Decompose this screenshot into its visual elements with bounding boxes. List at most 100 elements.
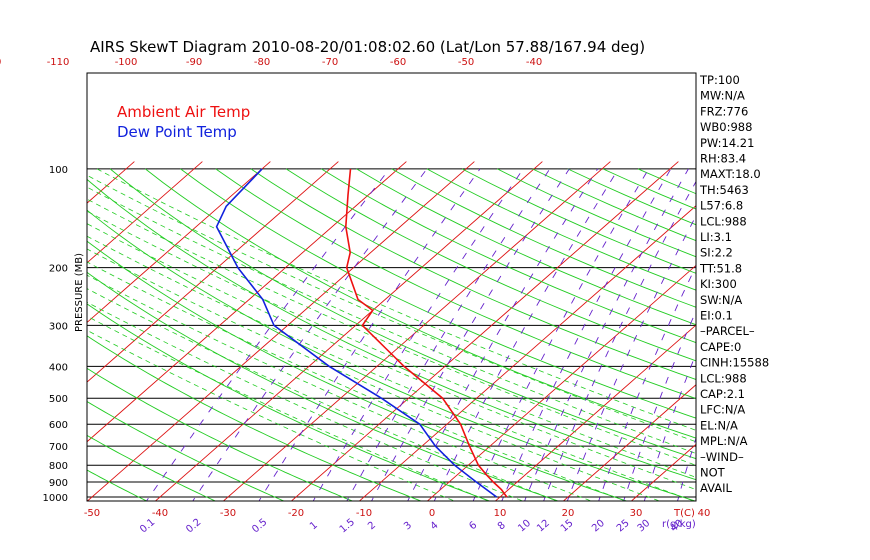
index-label: RH:83.4: [700, 152, 746, 166]
mixing-ratio-line: [145, 168, 390, 501]
mixing-ratio-tick-label: 8: [496, 520, 508, 533]
index-label: KI:300: [700, 277, 737, 291]
top-temp-tick-label: -80: [254, 57, 270, 68]
mixing-ratio-unit-label: r(g/kg): [662, 519, 696, 530]
index-label: SI:2.2: [700, 246, 733, 260]
pressure-tick-label: 900: [49, 478, 68, 489]
pressure-tick-label: 100: [49, 165, 68, 176]
moist-adiabat-line: [87, 315, 490, 501]
index-label: FRZ:776: [700, 104, 748, 118]
index-label: PW:14.21: [700, 136, 754, 150]
legend-air-temp: Ambient Air Temp: [117, 103, 250, 121]
top-temp-tick-label: -50: [458, 57, 474, 68]
dry-adiabat-line: [87, 303, 491, 501]
isotherm-line: [832, 162, 870, 504]
pressure-tick-label: 200: [49, 264, 68, 275]
isotherm-line: [87, 161, 339, 383]
dry-adiabat-line: [109, 168, 696, 460]
mixing-ratio-line: [192, 168, 428, 501]
top-temp-tick-label: -120: [0, 57, 1, 68]
mixing-ratio-tick-label: 0.5: [250, 517, 269, 536]
mixing-ratio-tick-label: 6: [467, 520, 479, 533]
dry-adiabat-line: [87, 335, 423, 501]
index-label: LFC:N/A: [700, 403, 745, 417]
isotherm-line: [630, 443, 696, 501]
index-label: L57:6.8: [700, 199, 743, 213]
bottom-temp-tick-label: -40: [152, 508, 168, 519]
chart-title: AIRS SkewT Diagram 2010-08-20/01:08:02.6…: [90, 38, 645, 56]
isotherm-line: [222, 161, 611, 501]
bottom-temp-tick-label: -50: [84, 508, 100, 519]
dry-adiabat-line: [87, 271, 560, 501]
mixing-ratio-tick-label: 30: [636, 518, 653, 535]
moist-adiabat-line: [87, 235, 695, 501]
pressure-tick-label: 800: [49, 461, 68, 472]
mixing-ratio-tick-label: 1.5: [338, 517, 357, 536]
dry-adiabat-line: [215, 168, 696, 400]
mixing-ratio-tick-label: 25: [615, 518, 632, 535]
mixing-ratio-tick-label: 0.2: [184, 517, 203, 536]
moist-adiabat-line: [87, 223, 696, 490]
top-temp-tick-label: -90: [186, 57, 202, 68]
mixing-ratio-tick-label: 2: [366, 520, 378, 533]
legend-dew-point: Dew Point Temp: [117, 123, 237, 141]
top-temp-tick-label: -70: [322, 57, 338, 68]
mixing-ratio-tick-label: 20: [590, 518, 607, 535]
index-label: WB0:988: [700, 120, 752, 134]
index-label: AVAIL: [700, 481, 733, 495]
dry-adiabat-line: [285, 168, 696, 362]
dew-point-series-line: [215, 168, 498, 498]
bottom-temp-tick-label: 30: [630, 508, 643, 519]
y-axis-label: PRESSURE (MB): [74, 253, 85, 332]
mixing-ratio-tick-label: 10: [516, 518, 533, 535]
dry-adiabat-line: [356, 168, 696, 326]
dry-adiabat-line: [250, 168, 696, 380]
index-label: EL:N/A: [700, 418, 738, 432]
mixing-ratio-tick-label: 12: [535, 518, 552, 535]
air-temp-series-line: [344, 168, 508, 498]
moist-adiabat-line: [87, 329, 456, 501]
dry-adiabat-line: [391, 168, 696, 308]
mixing-ratio-tick-label: 4: [429, 520, 441, 533]
dry-adiabat-line: [180, 168, 696, 419]
isotherm-line: [562, 384, 696, 501]
dry-adiabat-line: [87, 469, 148, 501]
moist-adiabat-line: [87, 248, 661, 501]
dry-adiabat-line: [87, 400, 285, 501]
isotherm-line: [87, 161, 271, 324]
index-label: –WIND–: [700, 450, 744, 464]
mixing-ratio-line: [312, 168, 524, 501]
top-temp-tick-label: -60: [390, 57, 406, 68]
index-label: –PARCEL–: [700, 324, 755, 338]
mixing-ratio-line: [433, 168, 619, 501]
moist-adiabat-line: [87, 174, 696, 443]
mixing-ratio-tick-label: 15: [559, 518, 576, 535]
index-label: EI:0.1: [700, 309, 733, 323]
index-label: TT:51.8: [699, 261, 742, 275]
mixing-ratio-tick-label: 0.1: [138, 517, 157, 536]
dry-adiabat-line: [87, 240, 628, 501]
plot-frame: [86, 72, 697, 502]
bottom-temp-tick-label: 0: [429, 508, 435, 519]
mixing-ratio-line: [346, 168, 551, 501]
pressure-tick-label: 600: [49, 420, 68, 431]
index-label: MW:N/A: [700, 89, 745, 103]
top-temp-tick-label: -110: [47, 57, 70, 68]
pressure-tick-label: 400: [49, 362, 68, 373]
bottom-temp-tick-label: 10: [494, 508, 507, 519]
index-label: LCL:988: [700, 371, 747, 385]
index-label: CAPE:0: [700, 340, 741, 354]
isotherm-line: [494, 324, 696, 501]
index-label: CINH:15588: [700, 356, 769, 370]
dry-adiabat-line: [87, 367, 354, 501]
dry-adiabat-line: [87, 434, 217, 501]
dry-adiabat-line: [87, 178, 696, 481]
pressure-tick-label: 300: [49, 321, 68, 332]
index-label: TP:100: [699, 73, 740, 87]
bottom-temp-tick-label: -20: [288, 508, 304, 519]
bottom-temp-tick-label: -30: [220, 508, 236, 519]
moist-adiabat-line: [87, 301, 524, 501]
index-label: NOT: [700, 466, 726, 480]
index-label: LI:3.1: [700, 230, 732, 244]
moist-adiabat-line: [87, 274, 593, 501]
